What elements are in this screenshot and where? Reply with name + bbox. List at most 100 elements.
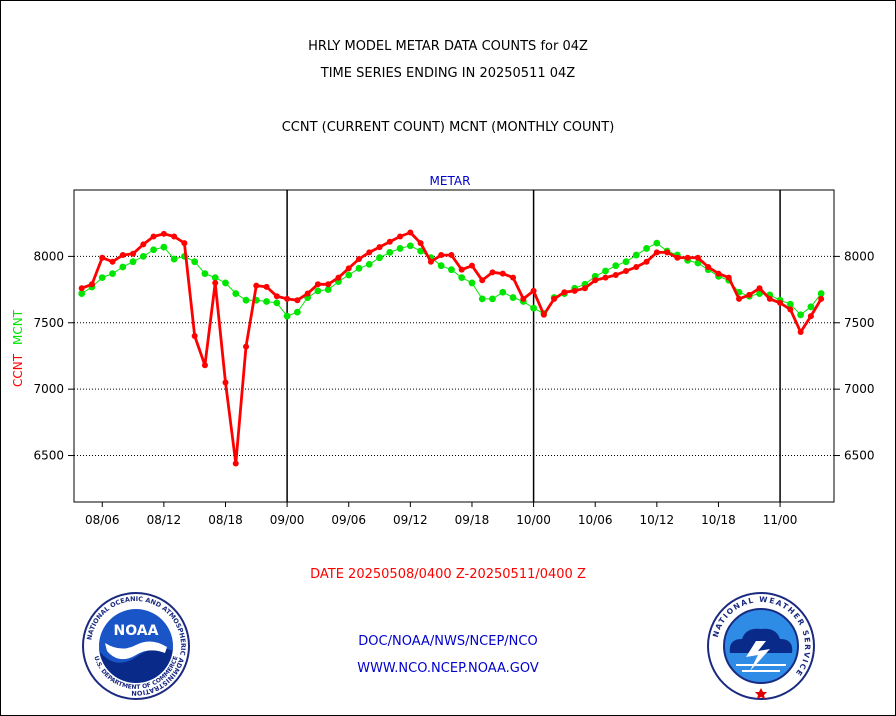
ccnt-point [725, 274, 732, 281]
mcnt-point [468, 279, 476, 287]
ytick-label-right-6500: 6500 [844, 449, 875, 463]
ccnt-point [140, 241, 147, 248]
ytick-label-right-7500: 7500 [844, 316, 875, 330]
mcnt-point [170, 255, 178, 263]
org-text: DOC/NOAA/NWS/NCEP/NCO [358, 634, 538, 649]
mcnt-point [653, 239, 661, 247]
ccnt-point [807, 313, 814, 320]
ccnt-point [438, 252, 445, 259]
ccnt-point [520, 295, 527, 302]
xtick-label-10/12: 10/12 [640, 513, 675, 527]
mcnt-point [499, 288, 507, 296]
ccnt-point [222, 379, 229, 386]
ylabel-ccnt: CCNT [11, 353, 25, 387]
noaa-logo-text: NOAA [114, 623, 159, 639]
ccnt-point [705, 264, 712, 271]
mcnt-point [201, 270, 209, 278]
ccnt-point [643, 258, 650, 265]
ytick-label-left-7000: 7000 [33, 382, 64, 396]
ccnt-point [243, 343, 250, 350]
ccnt-point [366, 249, 373, 256]
xtick-label-11/00: 11/00 [763, 513, 798, 527]
ccnt-point [571, 287, 578, 294]
ytick-label-left-6500: 6500 [33, 449, 64, 463]
ccnt-point [602, 274, 609, 281]
ccnt-point [88, 281, 95, 288]
mcnt-point [293, 308, 301, 316]
ccnt-point [201, 362, 208, 369]
mcnt-point [139, 252, 147, 260]
mcnt-point [602, 267, 609, 275]
mcnt-point [478, 295, 486, 303]
ccnt-point [407, 229, 414, 236]
ccnt-point [427, 258, 434, 265]
ccnt-point [181, 240, 188, 247]
ccnt-point [119, 252, 126, 259]
mcnt-point [109, 270, 116, 278]
ccnt-point [489, 269, 496, 276]
noaa-logo: NOAA NATIONAL OCEANIC AND ATMOSPHERIC AD… [82, 592, 190, 700]
mcnt-point [129, 258, 137, 266]
ccnt-point [304, 290, 311, 297]
ccnt-point [818, 295, 825, 302]
ccnt-point [633, 264, 640, 271]
url-link[interactable]: WWW.NCO.NCEP.NOAA.GOV [357, 661, 539, 676]
nws-logo: NATIONAL WEATHER SERVICE [707, 592, 815, 700]
mcnt-point [211, 274, 219, 282]
ccnt-point [581, 285, 588, 292]
plot-frame [73, 189, 835, 503]
ccnt-point [797, 329, 804, 336]
ccnt-point [294, 297, 301, 304]
ccnt-point [356, 256, 362, 263]
ccnt-point [674, 254, 681, 261]
ccnt-point [99, 254, 106, 261]
ccnt-point [715, 270, 722, 277]
mcnt-point [222, 279, 229, 287]
ccnt-point [777, 299, 784, 306]
ccnt-point [253, 282, 260, 289]
ccnt-point [653, 249, 660, 256]
xtick-label-08/06: 08/06 [85, 513, 120, 527]
mcnt-point [612, 262, 620, 270]
mcnt-point [643, 245, 650, 252]
mcnt-point [191, 258, 199, 266]
ccnt-point [345, 265, 352, 272]
ccnt-point [684, 254, 691, 261]
ccnt-point [130, 250, 137, 257]
mcnt-point [355, 264, 363, 272]
ytick-label-left-7500: 7500 [33, 316, 64, 330]
xtick-label-09/12: 09/12 [393, 513, 428, 527]
ytick-label-right-7000: 7000 [844, 382, 875, 396]
ccnt-point [376, 244, 383, 251]
mcnt-point [406, 242, 414, 250]
ccnt-point [325, 281, 332, 288]
ccnt-point [468, 262, 475, 269]
title-line-1: HRLY MODEL METAR DATA COUNTS for 04Z [308, 39, 588, 54]
ccnt-point [787, 306, 794, 313]
mcnt-point [376, 254, 383, 262]
ccnt-point [561, 289, 568, 296]
mcnt-point [448, 266, 455, 274]
mcnt-point [530, 304, 537, 312]
mcnt-point [386, 249, 394, 256]
mcnt-point [396, 245, 404, 252]
ccnt-point [694, 254, 701, 261]
ccnt-point [530, 287, 537, 294]
ccnt-point [232, 460, 239, 467]
mcnt-point [324, 286, 332, 293]
title-line-2: TIME SERIES ENDING IN 20250511 04Z [320, 66, 576, 81]
xtick-label-09/06: 09/06 [331, 513, 366, 527]
mcnt-point [242, 296, 250, 304]
mcnt-point [622, 258, 630, 266]
ytick-label-left-8000: 8000 [33, 249, 64, 263]
ccnt-point [592, 277, 599, 284]
chart-title: METAR [430, 174, 471, 188]
ccnt-point [612, 271, 619, 278]
mcnt-point [437, 262, 445, 270]
mcnt-point [263, 298, 270, 305]
xtick-label-10/06: 10/06 [578, 513, 613, 527]
ccnt-point [397, 233, 404, 240]
mcnt-point [509, 294, 517, 301]
